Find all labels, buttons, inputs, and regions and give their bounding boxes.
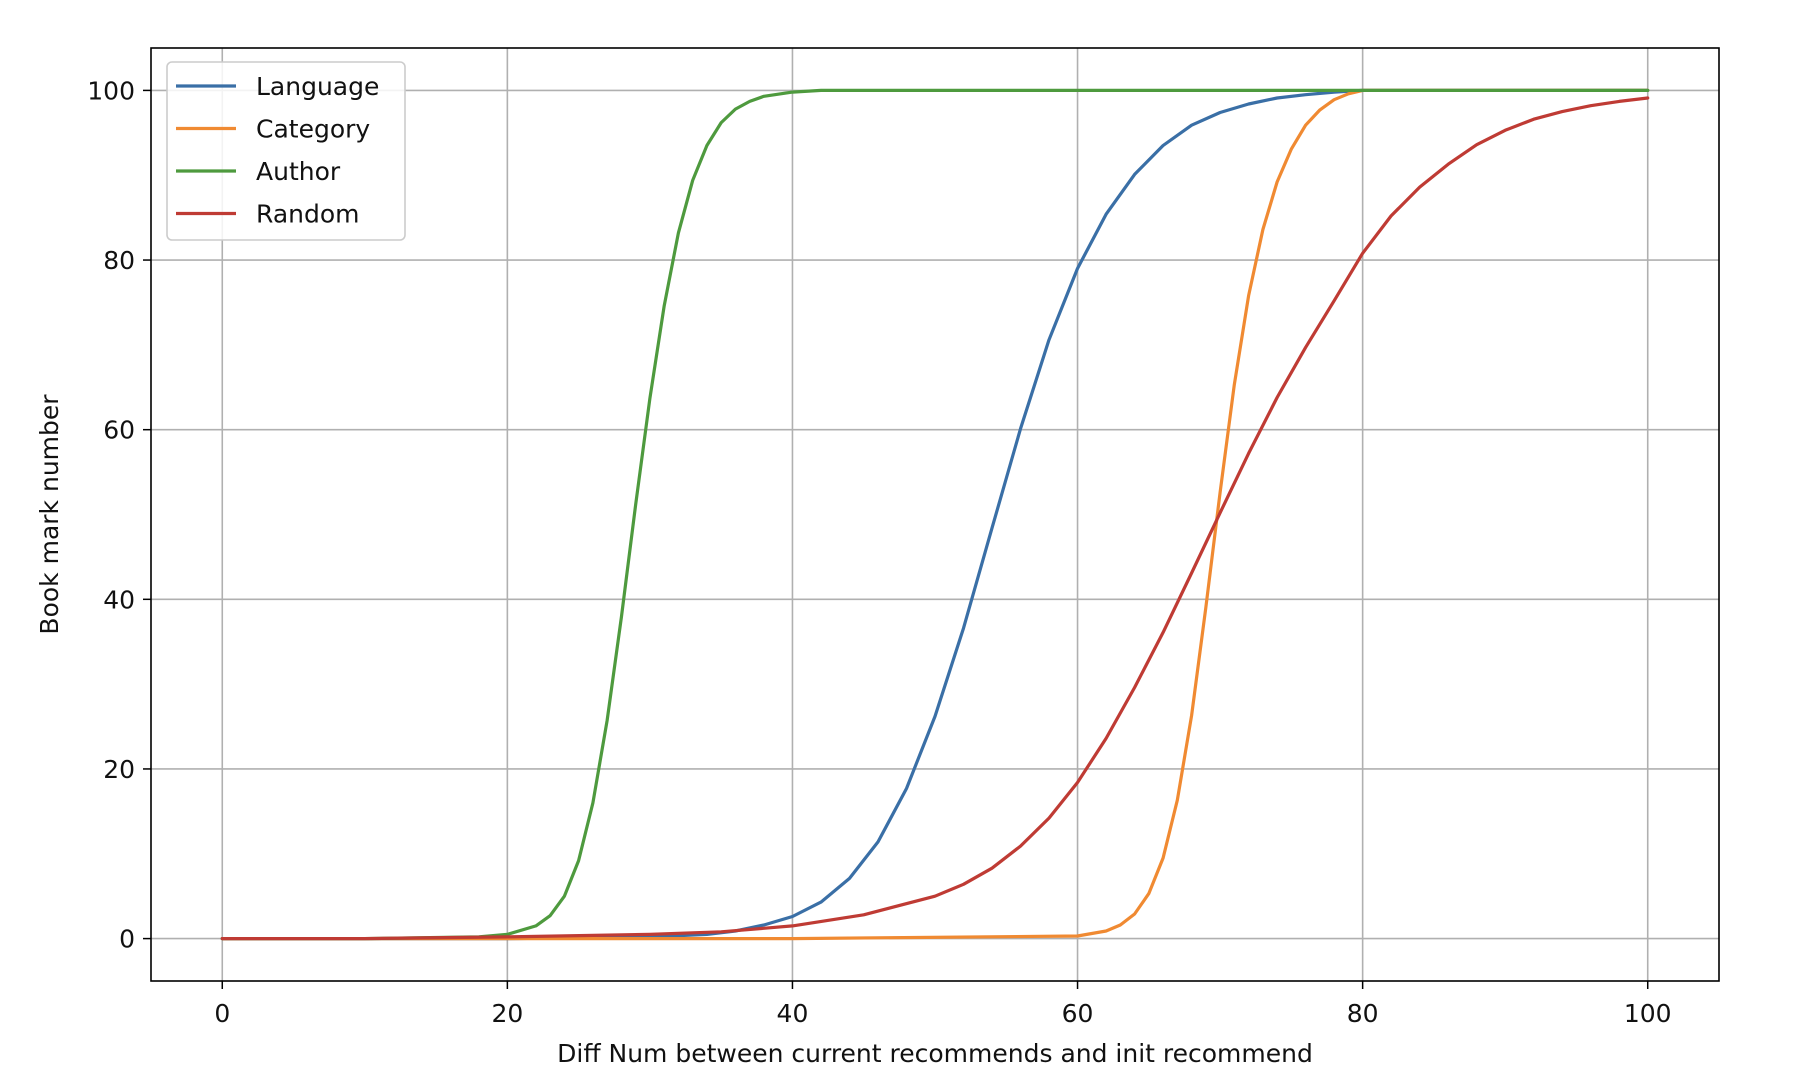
legend-label-language: Language — [256, 72, 379, 101]
plot-frame — [150, 47, 1720, 982]
series-line-random — [220, 96, 1650, 941]
x-tick-label: 100 — [1624, 999, 1672, 1028]
y-axis-label: Book mark number — [35, 394, 64, 635]
y-tick-label: 0 — [119, 925, 135, 954]
x-tick-label: 20 — [491, 999, 523, 1028]
x-axis-label: Diff Num between current recommends and … — [557, 1039, 1313, 1068]
legend-box — [166, 61, 406, 241]
x-tick-label: 60 — [1062, 999, 1094, 1028]
x-tick-label: 80 — [1347, 999, 1379, 1028]
y-tick-label: 100 — [87, 76, 135, 105]
grid — [151, 48, 1719, 981]
x-tick-label: 40 — [777, 999, 809, 1028]
legend-label-author: Author — [256, 157, 341, 186]
x-tick-label: 0 — [214, 999, 230, 1028]
series-line-author — [220, 88, 1650, 941]
x-axis: 0 20 40 60 80 100 — [214, 981, 1672, 1028]
legend-label-random: Random — [256, 200, 360, 229]
y-tick-label: 20 — [103, 755, 135, 784]
y-tick-label: 80 — [103, 246, 135, 275]
y-tick-label: 60 — [103, 416, 135, 445]
legend-label-category: Category — [256, 115, 370, 144]
series-lines — [220, 88, 1650, 941]
legend: Language Category Author Random — [166, 61, 406, 241]
y-tick-label: 40 — [103, 585, 135, 614]
y-axis: 0 20 40 60 80 100 — [87, 76, 151, 954]
